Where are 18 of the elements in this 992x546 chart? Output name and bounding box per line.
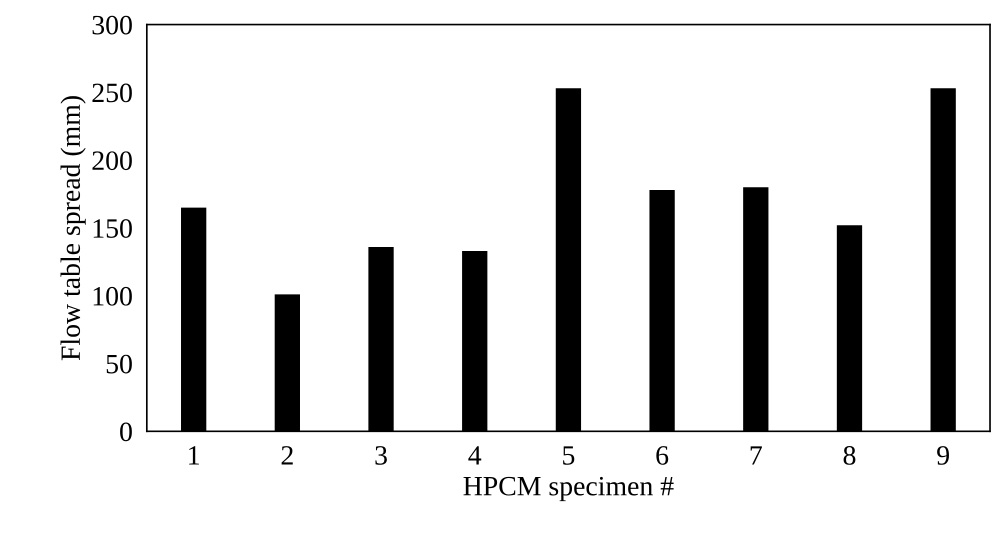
x-axis-title: HPCM specimen # [464,476,674,502]
y-tick-label: 0 [120,422,132,442]
x-tick-label: 4 [468,446,482,465]
y-tick-label: 200 [92,151,132,170]
x-tick-label: 6 [656,446,668,465]
x-tick-label: 1 [189,446,199,465]
y-tick-label: 300 [92,16,132,34]
y-tick-label: 150 [94,219,132,238]
x-tick-label: 3 [375,446,387,465]
y-axis-title: Flow table spread (mm) [60,96,86,360]
y-tick-label: 100 [94,286,132,306]
y-tick-label: 250 [92,84,132,102]
x-tick-label: 7 [750,446,762,465]
y-tick-label: 50 [106,354,132,374]
x-tick-label: 8 [844,446,856,465]
x-tick-label: 9 [937,446,949,465]
x-tick-label: 2 [282,446,293,465]
x-tick-label: 5 [563,446,574,465]
